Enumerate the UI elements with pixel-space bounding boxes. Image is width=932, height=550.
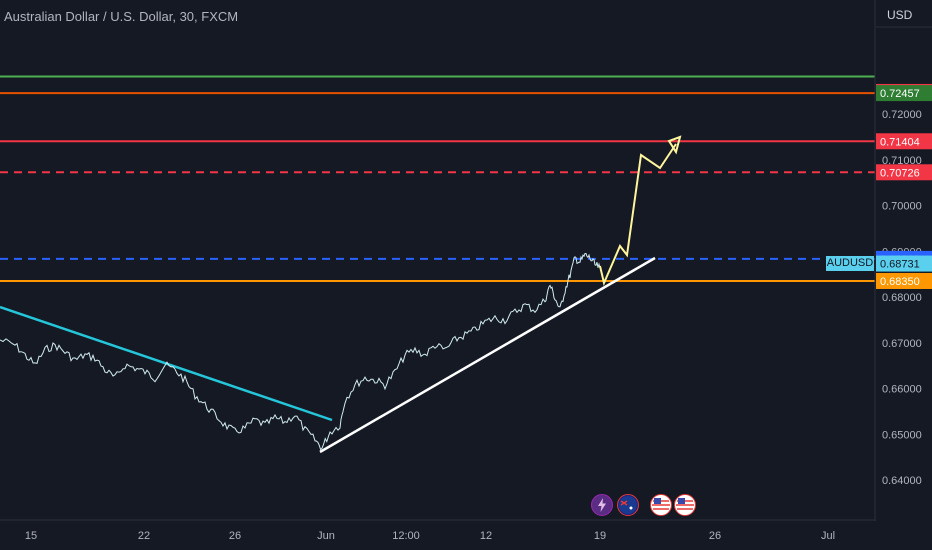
price-axis[interactable]: 0.720000.710000.700000.690000.680000.670…: [882, 109, 922, 487]
time-tick: 12: [480, 530, 492, 542]
uptrend-line[interactable]: [319, 256, 656, 454]
time-tick: Jul: [821, 530, 835, 542]
price-badge-value: 0.71404: [880, 136, 920, 148]
projection-arrowhead: [667, 135, 682, 155]
price-series: [0, 253, 601, 451]
price-tick: 0.67000: [882, 338, 922, 350]
price-tick: 0.68000: [882, 292, 922, 304]
time-tick: Jun: [317, 530, 335, 542]
price-badge-value: 0.68350: [880, 276, 920, 288]
price-badge: [876, 85, 932, 102]
currency-label[interactable]: USD: [887, 8, 913, 22]
price-tick: 0.64000: [882, 475, 922, 487]
symbol-title[interactable]: Australian Dollar / U.S. Dollar, 30, FXC…: [4, 9, 239, 24]
lightning-icon[interactable]: [591, 494, 613, 516]
time-tick: 22: [138, 530, 150, 542]
price-badge: [876, 133, 932, 150]
price-tick: 0.71000: [882, 155, 922, 167]
price-badge: [876, 255, 932, 272]
price-tick: 0.66000: [882, 384, 922, 396]
time-tick: 26: [709, 530, 721, 542]
price-badge: [876, 272, 932, 289]
au-flag-icon[interactable]: [617, 494, 639, 516]
price-badge-value: 0.70726: [880, 167, 920, 179]
symbol-price-label: AUDUSD: [826, 256, 874, 271]
horizontal-levels: [0, 75, 875, 282]
us-flag-icon[interactable]: [650, 494, 672, 516]
time-tick: 15: [25, 530, 37, 542]
price-badge: [876, 164, 932, 181]
time-tick: 12:00: [392, 530, 420, 542]
time-tick: 26: [229, 530, 241, 542]
price-tick: 0.70000: [882, 201, 922, 213]
time-axis[interactable]: 15 22 26 Jun 12:00 12 19 26 Jul: [25, 530, 835, 542]
projection-path[interactable]: [599, 143, 677, 287]
price-badges: 0.724820.724570.714040.707260.688330.687…: [876, 83, 932, 289]
price-badge-value: 0.68731: [880, 259, 920, 271]
price-badge-value: 0.72457: [880, 88, 920, 100]
time-tick: 19: [594, 530, 606, 542]
us-flag-icon[interactable]: [674, 494, 696, 516]
price-tick: 0.65000: [882, 429, 922, 441]
time-axis-bg: [0, 521, 932, 550]
price-tick: 0.72000: [882, 109, 922, 121]
